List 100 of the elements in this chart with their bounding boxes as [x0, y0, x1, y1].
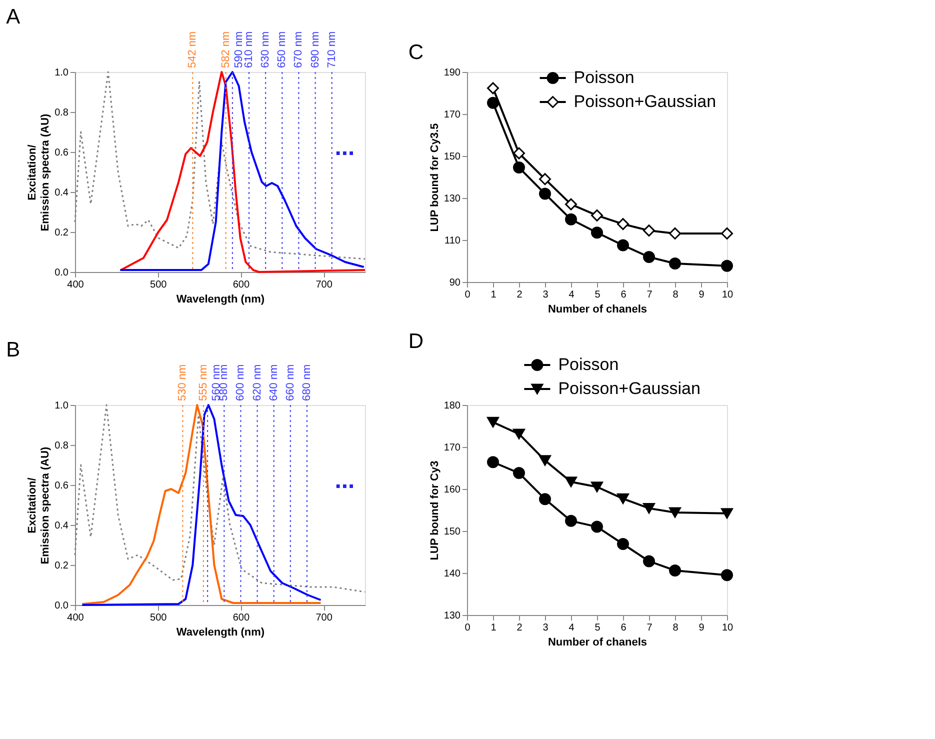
x-tick-label: 9: [698, 290, 705, 300]
point: [487, 456, 499, 468]
x-tick-label: 2: [516, 622, 523, 634]
x-tick-label: 5: [594, 622, 601, 634]
point: [513, 162, 525, 174]
x-tick-label: 700: [316, 612, 333, 624]
y-tick-label: 140: [444, 568, 461, 580]
y-tick-label: 0.6: [54, 148, 69, 158]
x-tick-label: 1: [490, 622, 497, 634]
legend-label: Poisson: [558, 355, 619, 374]
chart-title: B: [6, 338, 20, 362]
point: [721, 227, 733, 240]
ref-line-label: 590 nm: [232, 31, 245, 68]
y-tick-label: 0.8: [54, 440, 69, 452]
x-tick-label: 400: [67, 280, 84, 290]
y-tick-label: 1.0: [54, 68, 69, 78]
point: [721, 508, 733, 519]
point: [669, 564, 681, 576]
chart-title: A: [6, 5, 20, 28]
y-tick-label: 0.6: [54, 480, 69, 492]
point: [513, 428, 525, 440]
y-tick-label: 0.2: [54, 228, 69, 238]
x-tick-label: 600: [232, 280, 250, 290]
ref-line-label: 542 nm: [186, 31, 199, 68]
ref-line-label: 610 nm: [243, 31, 255, 68]
ref-line-label: 582 nm: [220, 31, 232, 68]
y-tick-label: 0.4: [54, 520, 69, 532]
x-tick-label: 7: [646, 622, 653, 634]
x-tick-label: 3: [542, 622, 549, 634]
ref-line-label: 660 nm: [284, 364, 296, 401]
y-tick-label: 110: [444, 236, 461, 246]
ref-line-label: 670 nm: [292, 31, 305, 68]
y-axis-title: LUP bound for Cy3: [428, 460, 441, 560]
x-tick-label: 10: [722, 290, 734, 300]
point: [721, 260, 733, 272]
x-tick-label: 10: [722, 622, 734, 634]
x-axis-title: Number of chanels: [548, 304, 648, 316]
y-tick-label: 0.4: [54, 188, 69, 198]
y-tick-label: 0.0: [54, 600, 69, 612]
x-tick-label: 9: [698, 622, 705, 634]
legend-label: Poisson+Gaussian: [574, 92, 716, 111]
y-tick-label: 170: [444, 110, 461, 120]
point: [591, 520, 603, 533]
x-axis-title: Wavelength (nm): [176, 294, 265, 306]
point: [539, 455, 551, 466]
point: [669, 227, 681, 240]
ref-line-label: 650 nm: [276, 31, 288, 68]
point: [669, 507, 681, 518]
point: [565, 213, 577, 226]
point: [539, 188, 551, 200]
y-tick-label: 0.0: [54, 268, 69, 278]
y-axis-title: Excitation/ Emission spectra (AU): [26, 446, 52, 564]
x-tick-label: 4: [568, 290, 575, 300]
y-tick-label: 130: [444, 610, 461, 622]
y-tick-label: 160: [444, 484, 461, 496]
x-tick-label: 1: [490, 290, 497, 300]
annotation: ...: [334, 467, 355, 494]
ref-line-label: 530 nm: [176, 364, 189, 401]
point: [539, 173, 551, 186]
ref-line-label: 710 nm: [326, 31, 338, 68]
point: [591, 482, 603, 492]
x-tick-label: 500: [150, 612, 168, 624]
ref-line-label: 640 nm: [268, 364, 280, 401]
point: [565, 514, 577, 527]
y-tick-label: 1.0: [54, 400, 69, 412]
x-tick-label: 5: [594, 290, 601, 300]
x-axis-title: Wavelength (nm): [176, 626, 265, 638]
ref-line-label: 630 nm: [260, 31, 272, 68]
x-tick-label: 4: [568, 622, 575, 634]
point: [643, 555, 655, 568]
x-tick-label: 0: [464, 290, 471, 300]
y-tick-label: 90: [449, 278, 461, 288]
y-tick-label: 180: [444, 400, 461, 412]
point: [617, 493, 629, 504]
point: [539, 493, 551, 506]
point: [643, 251, 655, 263]
legend-label: Poisson: [574, 68, 634, 87]
legend-label: Poisson+Gaussian: [558, 379, 700, 398]
point: [591, 209, 603, 222]
point: [617, 239, 629, 252]
x-axis-title: Number of chanels: [548, 636, 648, 648]
x-tick-label: 2: [516, 290, 523, 300]
x-tick-label: 8: [672, 622, 679, 634]
point: [513, 467, 525, 480]
x-tick-label: 6: [620, 290, 627, 300]
point: [721, 569, 733, 582]
point: [591, 226, 603, 239]
point: [617, 538, 629, 550]
ref-line-label: 620 nm: [251, 364, 264, 401]
x-tick-label: 3: [542, 290, 549, 300]
x-tick-label: 500: [150, 280, 168, 290]
point: [487, 416, 499, 428]
y-tick-label: 150: [444, 526, 461, 538]
x-tick-label: 0: [464, 622, 471, 634]
x-tick-label: 700: [316, 280, 333, 290]
point: [643, 503, 655, 514]
annotation: ...: [334, 134, 355, 161]
x-tick-label: 8: [672, 290, 679, 300]
ref-line-label: 600 nm: [234, 364, 247, 401]
point: [565, 198, 577, 210]
